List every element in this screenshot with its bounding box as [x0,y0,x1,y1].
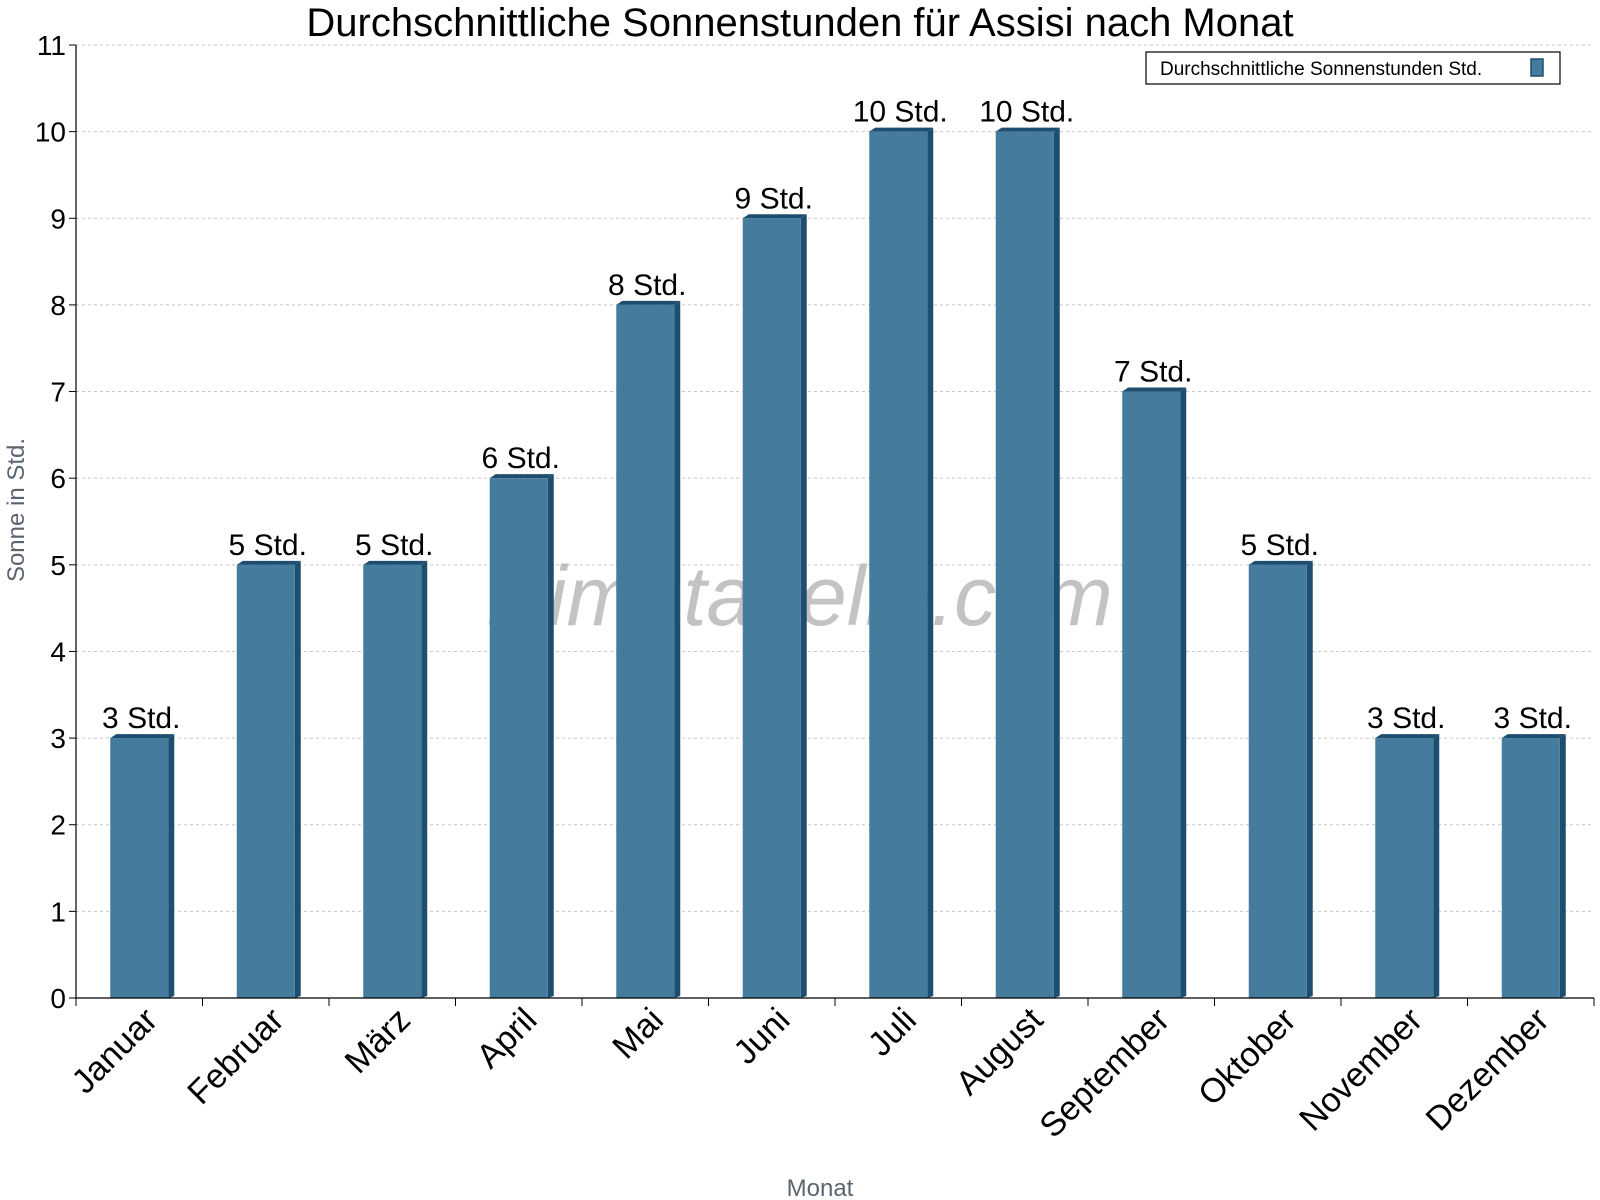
bar-august: 10 Std. [979,96,1074,999]
y-ticks-group: 0 1 2 3 4 5 6 7 8 9 10 11 [35,30,76,1014]
x-tick-label-mai: Mai [605,1001,671,1067]
bar-top-face [742,214,807,219]
x-tick-label-märz: März [338,1001,418,1081]
bar-top-face [1501,734,1566,739]
y-tick-label: 7 [50,377,66,408]
bar-side-face [168,734,175,998]
bar-front-face [1501,738,1560,998]
bar-side-face [1053,127,1060,999]
x-tick-label-oktober: Oktober [1191,1001,1303,1113]
legend-box [1145,51,1561,85]
bar-side-face [547,474,554,998]
bar-value-label: 7 Std. [1114,356,1192,389]
x-axis-label: Monat [787,1175,854,1200]
y-tick-label: 0 [50,983,66,1014]
bar-side-face [1433,734,1440,998]
bar-front-face [1375,738,1434,998]
bar-top-face [995,127,1060,132]
bar-dezember: 3 Std. [1494,702,1572,998]
bar-value-label: 3 Std. [1494,702,1572,735]
bar-side-face [674,300,681,999]
bar-value-label: 10 Std. [979,96,1074,129]
bar-top-face [869,127,934,132]
bar-front-face [363,564,422,998]
x-ticks-group: Januar Februar März April Mai Juni Juli AugustS… [65,998,1595,1145]
bar-value-label: 8 Std. [608,269,686,302]
bar-front-face [869,131,928,999]
bar-top-face [1248,560,1313,565]
y-axis-label: Sonne in Std. [3,438,30,582]
bar-front-face [995,131,1054,999]
bar-front-face [742,218,801,999]
y-tick-label: 6 [50,463,66,494]
bar-november: 3 Std. [1367,702,1445,998]
x-tick-label-april: April [469,1001,544,1076]
y-tick-label: 9 [50,203,66,234]
bar-side-face [927,127,934,999]
chart-title: Durchschnittliche Sonnenstunden für Assi… [306,1,1293,45]
bar-oktober: 5 Std. [1241,529,1319,998]
bar-front-face [616,304,675,999]
bars-group: 3 Std. 5 Std. 5 Std. 6 Std. 8 Std. 9 Std. 10 S… [102,96,1572,999]
bar-side-face [421,560,428,998]
legend-swatch [1530,58,1544,77]
bar-top-face [363,560,428,565]
legend-entry-label: Durchschnittliche Sonnenstunden Std. [1160,59,1482,80]
x-tick-label-september: September [1032,1001,1176,1145]
y-tick-label: 5 [50,550,66,581]
x-tick-label-dezember: Dezember [1419,1001,1557,1139]
bar-value-label: 5 Std. [1241,529,1319,562]
bar-juni: 9 Std. [735,182,813,999]
bar-mai: 8 Std. [608,269,686,999]
y-tick-label: 11 [37,30,66,61]
y-tick-label: 10 [35,117,66,148]
y-tick-label: 1 [50,896,66,927]
bar-side-face [1559,734,1566,998]
y-tick-label: 8 [50,290,66,321]
bar-front-face [1122,391,1181,999]
x-tick-label-juli: Juli [861,1001,924,1064]
bar-januar: 3 Std. [102,702,180,998]
x-tick-label-november: November [1292,1001,1430,1139]
x-tick-label-august: August [949,1000,1051,1102]
bar-value-label: 9 Std. [735,182,813,215]
bar-top-face [1122,387,1187,392]
bar-side-face [294,560,301,998]
bar-side-face [1180,387,1187,999]
bar-front-face [110,738,169,998]
bar-top-face [236,560,301,565]
bar-front-face [1248,564,1307,998]
y-tick-label: 3 [50,723,66,754]
bar-front-face [489,478,548,998]
y-tick-label: 4 [50,636,66,667]
x-tick-label-juni: Juni [726,1001,797,1072]
bar-top-face [616,300,681,305]
bar-top-face [489,474,554,479]
bar-value-label: 5 Std. [355,529,433,562]
bar-value-label: 5 Std. [229,529,307,562]
bar-september: 7 Std. [1114,356,1192,999]
bar-value-label: 10 Std. [853,96,948,129]
bar-value-label: 3 Std. [1367,702,1445,735]
y-tick-label: 2 [50,810,66,841]
bar-value-label: 3 Std. [102,702,180,735]
bar-value-label: 6 Std. [482,442,560,475]
x-tick-label-februar: Februar [180,1001,291,1112]
bar-märz: 5 Std. [355,529,433,998]
x-tick-label-januar: Januar [65,1001,165,1101]
bar-juli: 10 Std. [853,96,948,999]
bar-side-face [1306,560,1313,998]
legend: Durchschnittliche Sonnenstunden Std. [1145,51,1561,85]
bar-front-face [236,564,295,998]
grid-lines [76,44,1594,912]
bar-februar: 5 Std. [229,529,307,998]
bar-side-face [800,214,807,999]
bar-april: 6 Std. [482,442,560,998]
bar-top-face [110,734,175,739]
axes-group [75,45,1594,999]
bar-top-face [1375,734,1440,739]
